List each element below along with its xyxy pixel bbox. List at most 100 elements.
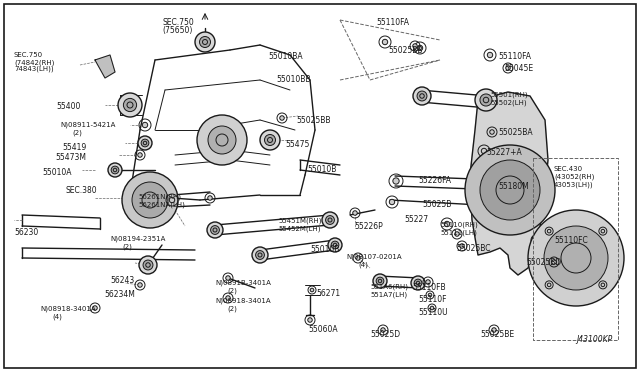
Circle shape (481, 148, 486, 154)
Circle shape (139, 256, 157, 274)
Text: 55226P: 55226P (354, 222, 383, 231)
Text: 55110FA: 55110FA (376, 18, 409, 27)
Text: 55110FC: 55110FC (554, 236, 588, 245)
Circle shape (417, 91, 427, 101)
Circle shape (200, 36, 211, 48)
Text: 56243: 56243 (110, 276, 134, 285)
Circle shape (264, 135, 275, 145)
Circle shape (393, 178, 399, 184)
Circle shape (552, 260, 556, 264)
Text: 55025BA: 55025BA (498, 128, 532, 137)
Circle shape (111, 166, 119, 174)
Circle shape (414, 279, 422, 287)
Circle shape (331, 241, 339, 249)
Text: (4): (4) (358, 262, 368, 269)
Text: 56261N(RH): 56261N(RH) (138, 194, 181, 201)
Text: 55475: 55475 (285, 140, 309, 149)
Text: 43053(LH)): 43053(LH)) (554, 182, 594, 189)
Circle shape (322, 212, 338, 228)
Circle shape (476, 201, 481, 207)
Text: 55010B: 55010B (307, 165, 337, 174)
Text: 55025BB: 55025BB (296, 116, 330, 125)
Text: 55025BD: 55025BD (526, 258, 561, 267)
Circle shape (208, 196, 212, 200)
Text: 55502(LH): 55502(LH) (490, 100, 527, 106)
Circle shape (373, 274, 387, 288)
Circle shape (426, 280, 430, 284)
Circle shape (411, 276, 425, 290)
Text: 55110U: 55110U (418, 308, 447, 317)
Circle shape (455, 232, 460, 236)
Text: 55180M: 55180M (498, 182, 529, 191)
Circle shape (492, 328, 496, 332)
Text: 55010BA: 55010BA (268, 52, 303, 61)
Circle shape (497, 181, 503, 187)
Circle shape (93, 306, 97, 310)
Text: 55010A: 55010A (42, 168, 72, 177)
Circle shape (138, 136, 152, 150)
Circle shape (417, 45, 422, 51)
Circle shape (487, 52, 493, 58)
Circle shape (280, 116, 284, 120)
Circle shape (326, 216, 334, 224)
Text: N)08107-0201A: N)08107-0201A (346, 254, 402, 260)
Circle shape (124, 99, 136, 112)
Circle shape (141, 139, 149, 147)
Text: 55110F: 55110F (418, 295, 447, 304)
Circle shape (226, 296, 230, 300)
Circle shape (480, 94, 492, 106)
Circle shape (226, 276, 230, 280)
Text: (2): (2) (72, 130, 82, 137)
Text: 55025D: 55025D (370, 330, 400, 339)
Text: N)08194-2351A: N)08194-2351A (110, 236, 165, 243)
Text: 55473M: 55473M (55, 153, 86, 162)
Text: 55452M(LH): 55452M(LH) (278, 226, 321, 232)
Text: 55451M(RH): 55451M(RH) (278, 218, 321, 224)
Polygon shape (470, 92, 548, 275)
Circle shape (260, 130, 280, 150)
Circle shape (353, 211, 357, 215)
Text: 56230: 56230 (14, 228, 38, 237)
Circle shape (528, 210, 624, 306)
Text: 551A6(RH): 551A6(RH) (370, 283, 408, 289)
Circle shape (465, 145, 555, 235)
Circle shape (484, 160, 488, 164)
Circle shape (413, 44, 417, 48)
Circle shape (255, 251, 264, 259)
Circle shape (506, 66, 510, 70)
Text: 55419: 55419 (62, 143, 86, 152)
Circle shape (108, 163, 122, 177)
Text: SEC.380: SEC.380 (65, 186, 97, 195)
Text: N)08911-5421A: N)08911-5421A (60, 122, 115, 128)
Text: 55025BB: 55025BB (388, 46, 422, 55)
Circle shape (132, 182, 168, 218)
Circle shape (480, 160, 540, 220)
Text: (2): (2) (227, 305, 237, 311)
Text: 55060A: 55060A (308, 325, 338, 334)
Text: 55110FB: 55110FB (412, 283, 445, 292)
Text: SEC.430: SEC.430 (554, 166, 583, 172)
Text: (43052(RH): (43052(RH) (554, 174, 595, 180)
Circle shape (502, 183, 506, 187)
Circle shape (143, 260, 153, 270)
Text: 55110(RH): 55110(RH) (440, 222, 477, 228)
Circle shape (475, 89, 497, 111)
Circle shape (544, 226, 608, 290)
Text: 56261NA(LH): 56261NA(LH) (138, 202, 185, 208)
Text: (74842(RH): (74842(RH) (14, 59, 54, 65)
Text: 55045E: 55045E (504, 64, 533, 73)
Circle shape (428, 293, 432, 297)
Circle shape (389, 199, 395, 205)
Circle shape (381, 328, 385, 332)
Circle shape (444, 221, 450, 227)
Circle shape (207, 222, 223, 238)
Text: (4): (4) (52, 314, 62, 321)
Text: 55227: 55227 (404, 215, 428, 224)
Circle shape (328, 238, 342, 252)
Text: 55400: 55400 (56, 102, 81, 111)
Circle shape (118, 93, 142, 117)
Circle shape (601, 229, 605, 233)
Text: (2): (2) (122, 244, 132, 250)
Circle shape (490, 130, 494, 134)
Circle shape (382, 39, 388, 45)
